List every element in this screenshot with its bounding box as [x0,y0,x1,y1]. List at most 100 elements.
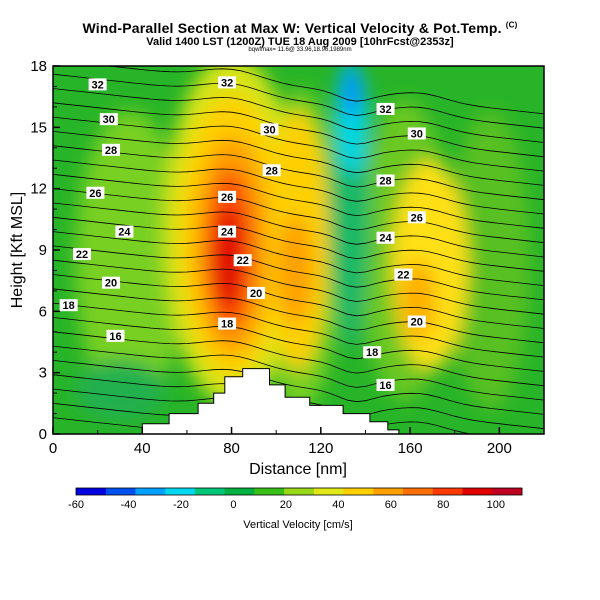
contour-label-text: 24 [379,233,392,245]
contour-label: 22 [73,248,92,261]
theta-contour [53,259,544,315]
contour-label: 30 [99,113,118,126]
contour-label-text: 30 [263,124,275,136]
contour-label-text: 18 [62,300,74,312]
contour-label-text: 20 [250,288,262,300]
colorbar-swatch [373,488,404,495]
colorbar-label: Vertical Velocity [cm/s] [243,519,352,531]
theta-contour [53,159,544,215]
chart-subtitle: Valid 1400 LST (1200Z) TUE 18 Aug 2009 [… [146,36,454,48]
contour-label-text: 26 [221,192,233,204]
contour-label: 26 [407,211,426,224]
theta-contour [53,102,544,158]
contour-label: 26 [86,186,105,200]
contour-label-text: 16 [109,331,121,343]
colorbar-tick-label: 40 [332,499,344,511]
contour-label: 28 [102,143,121,157]
colorbar-swatch [403,488,434,495]
colorbar-swatch [492,488,523,495]
theta-contour [53,331,544,387]
terrain [53,368,400,434]
theta-contour [53,116,544,172]
contour-label-text: 24 [118,227,131,239]
colorbar-tick-label: 80 [437,499,449,511]
colorbar-tick-label: -60 [68,499,84,511]
theta-contour [53,345,544,401]
contour-label: 22 [233,254,252,267]
contour-label: 20 [102,276,121,290]
contour-label: 28 [376,174,395,187]
contour-label: 28 [262,164,281,177]
colorbar-swatch [76,488,107,495]
contour-label: 26 [218,190,237,204]
contour-label-text: 20 [105,278,117,290]
x-tick-label: 120 [308,440,333,457]
y-tick-label: 6 [39,303,47,320]
contour-label-text: 22 [76,249,88,261]
theta-contour [53,288,544,344]
y-tick-label: 0 [39,426,47,443]
colorbar-swatch [432,488,463,495]
contour-label: 18 [59,299,78,312]
theta-contour [53,202,544,258]
contour-label-text: 22 [397,270,409,282]
x-tick-label: 0 [49,440,57,457]
colorbar-tick-label: -20 [173,499,189,511]
chart-title: Wind-Parallel Section at Max W: Vertical… [82,20,518,36]
contour-label-text: 26 [411,212,423,224]
contour-label: 32 [218,76,237,89]
theta-contour [53,88,544,143]
y-tick-label: 18 [30,58,47,75]
colorbar-tick-label: 60 [385,499,397,511]
contour-label: 24 [218,225,237,239]
theta-contour [53,231,544,286]
colorbar: -60 -40 -20 0 20 40 60 80 100 [68,487,523,511]
colorbar-swatch [343,488,374,495]
chart-subtitle-small: bqwfmax= 11.6@ 33.96,18.96,1989nm [248,47,352,53]
x-tick-label: 200 [487,440,512,457]
y-tick-label: 9 [39,242,47,259]
contour-label: 16 [106,329,125,343]
contour-label: 18 [363,346,382,359]
y-axis: 0 3 6 9 12 15 18 [30,58,60,443]
x-tick-label: 80 [223,440,240,457]
y-axis-label: Height [Kft MSL] [9,192,26,309]
theta-contour [53,302,544,358]
theta-contour [53,245,544,301]
contour-label: 32 [88,78,107,91]
colorbar-tick-label: 0 [230,499,236,511]
contour-label-text: 32 [379,104,391,116]
colorbar-swatch [284,488,315,495]
colorbar-swatch [194,488,226,495]
theta-contour [53,174,544,229]
contour-label-text: 32 [92,79,104,91]
contour-label-text: 32 [221,77,233,89]
contour-label-text: 16 [379,380,391,392]
y-tick-label: 12 [30,181,47,198]
colorbar-swatch [254,488,285,495]
contour-label: 24 [115,225,134,239]
contour-labels: 32 30 28 26 24 22 20 18 16 32 30 28 26 24 22 20 18 32 30 28… [59,76,426,392]
contour-label: 22 [394,268,413,282]
x-tick-label: 40 [134,440,151,457]
contour-label: 20 [247,286,266,300]
contour-label-text: 18 [221,319,233,331]
colorbar-tick-label: -40 [121,499,137,511]
theta-contour [53,131,544,186]
colorbar-swatch [105,488,136,495]
colorbar-swatch [313,488,344,495]
contour-label-text: 18 [366,347,378,359]
contour-label-text: 28 [105,145,117,157]
contour-label: 30 [260,123,279,136]
x-axis: 0 40 80 120 160 200 [49,427,512,457]
y-tick-label: 3 [39,365,47,382]
contour-label: 24 [376,231,395,245]
contour-label: 32 [376,102,395,116]
contour-label: 18 [218,317,237,331]
y-tick-label: 15 [30,119,47,136]
plot-area: 32 30 28 26 24 22 20 18 16 32 30 28 26 24 22 20 18 32 30 28… [53,66,544,434]
colorbar-tick-label: 20 [280,499,292,511]
colorbar-swatch [224,488,255,495]
colorbar-swatch [462,488,493,495]
